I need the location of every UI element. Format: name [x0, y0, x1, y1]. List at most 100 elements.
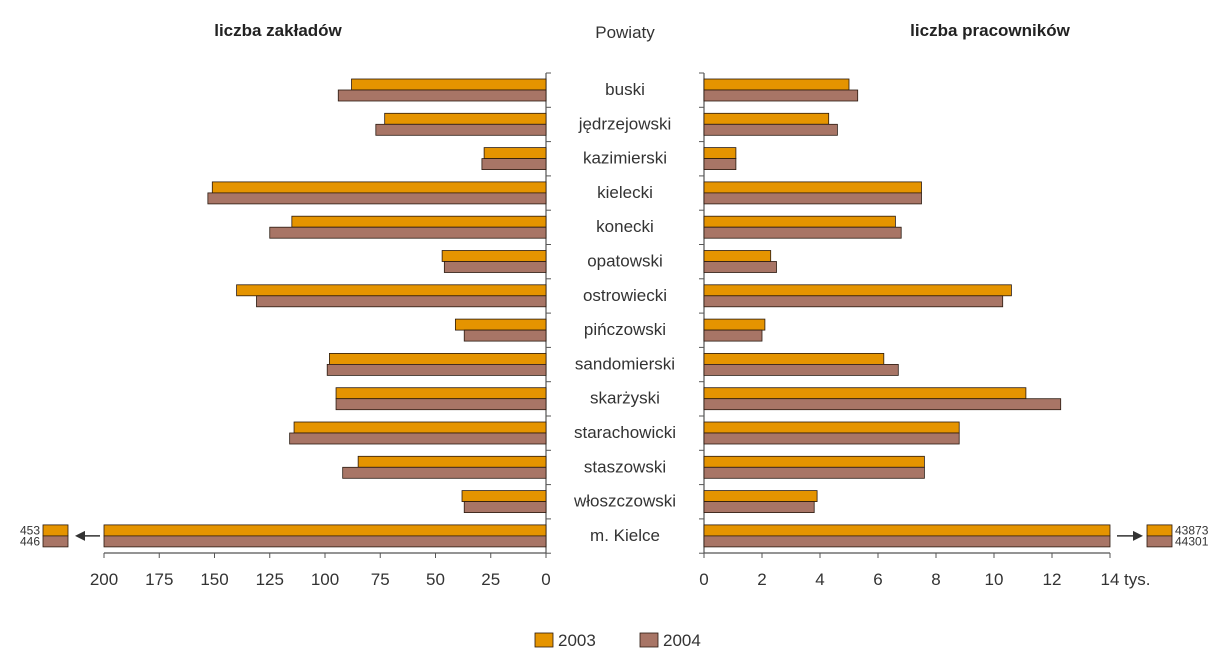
- right-tick-label: 12: [1043, 570, 1062, 589]
- left-bar-2003-konecki: [291, 215, 547, 228]
- category-label-sandomierski: sandomierski: [575, 354, 675, 373]
- right-bar-2003-buski: [703, 78, 850, 91]
- right-tick-label: 10: [985, 570, 1004, 589]
- category-label-staszowski: staszowski: [584, 457, 666, 476]
- right-tick-label: 4: [815, 570, 824, 589]
- left-bar-2004-konecki: [269, 226, 547, 239]
- left-bar-2004-pińczowski: [463, 329, 547, 342]
- right-bar-2003-kielecki: [703, 181, 922, 194]
- category-label-konecki: konecki: [596, 217, 654, 236]
- left-tick-label: 150: [200, 570, 228, 589]
- right-tick-label: 8: [931, 570, 940, 589]
- right-bar-2004-skarżyski: [703, 398, 1062, 411]
- right-bar-2004-kielecki: [703, 192, 922, 205]
- right-bar-2004-konecki: [703, 226, 902, 239]
- left-tick-label: 0: [541, 570, 550, 589]
- left-bar-2004-m-kielce: [103, 535, 547, 548]
- left-bar-2004-skarżyski: [335, 398, 547, 411]
- legend-swatch-2003: [534, 632, 554, 648]
- right-bar-2003-kazimierski: [703, 147, 737, 160]
- legend-swatch-2004: [639, 632, 659, 648]
- left-bar-2003-ostrowiecki: [236, 284, 547, 297]
- left-bar-2003-sandomierski: [329, 352, 547, 365]
- left-bar-2003-opatowski: [441, 250, 547, 262]
- category-label-pińczowski: pińczowski: [584, 320, 666, 339]
- right-panel-title: liczba pracowników: [910, 21, 1070, 40]
- left-panel-title: liczba zakładów: [214, 21, 342, 40]
- left-overflow-label-2004: 446: [20, 534, 40, 548]
- left-tick-label: 50: [426, 570, 445, 589]
- right-bar-2003-sandomierski: [703, 352, 885, 365]
- right-bar-2004-kazimierski: [703, 158, 737, 171]
- left-bar-2003-m-kielce: [103, 524, 547, 537]
- left-bar-2003-włoszczowski: [461, 490, 547, 503]
- category-label-m-kielce: m. Kielce: [590, 526, 660, 545]
- right-overflow-label-2004: 44301: [1175, 534, 1209, 548]
- left-overflow-arrowhead: [75, 530, 85, 541]
- right-bar-2004-ostrowiecki: [703, 295, 1004, 308]
- right-overflow-arrowhead: [1133, 530, 1143, 541]
- category-label-jędrzejowski: jędrzejowski: [578, 114, 672, 133]
- category-label-buski: buski: [605, 80, 645, 99]
- left-bar-2003-starachowicki: [293, 421, 547, 434]
- right-bar-2003-skarżyski: [703, 387, 1027, 400]
- right-bar-2003-m-kielce: [703, 524, 1111, 537]
- legend-label-2003: 2003: [558, 631, 596, 650]
- right-tick-label: 6: [873, 570, 882, 589]
- right-bar-2003-włoszczowski: [703, 490, 818, 503]
- category-column-title: Powiaty: [595, 23, 655, 42]
- left-bar-2004-kielecki: [207, 192, 547, 205]
- right-overflow-box-2003: [1146, 524, 1173, 537]
- right-bar-2004-starachowicki: [703, 432, 960, 445]
- right-axis-unit: tys.: [1124, 570, 1150, 589]
- category-label-kielecki: kielecki: [597, 183, 653, 202]
- right-bar-2004-jędrzejowski: [703, 123, 838, 136]
- category-label-ostrowiecki: ostrowiecki: [583, 286, 667, 305]
- right-tick-label: 0: [699, 570, 708, 589]
- right-bar-2003-starachowicki: [703, 421, 960, 434]
- left-overflow-box-2004: [42, 535, 69, 548]
- right-bar-2003-pińczowski: [703, 318, 766, 331]
- category-label-opatowski: opatowski: [587, 252, 663, 271]
- right-bar-2004-opatowski: [703, 261, 777, 273]
- left-bar-2004-sandomierski: [326, 363, 547, 376]
- left-bar-2003-staszowski: [357, 455, 547, 468]
- legend: 2003 2004: [534, 631, 701, 650]
- left-bar-2004-ostrowiecki: [256, 295, 547, 308]
- left-bar-2003-kielecki: [211, 181, 547, 194]
- right-bar-2004-staszowski: [703, 466, 925, 479]
- left-bar-2003-kazimierski: [483, 147, 547, 160]
- left-bar-2003-jędrzejowski: [384, 112, 547, 125]
- left-bar-2004-jędrzejowski: [375, 123, 547, 136]
- left-tick-label: 175: [145, 570, 173, 589]
- left-bar-2004-buski: [337, 89, 547, 102]
- category-label-włoszczowski: włoszczowski: [573, 492, 676, 511]
- legend-label-2004: 2004: [663, 631, 701, 650]
- right-bar-2004-pińczowski: [703, 329, 763, 342]
- left-tick-label: 75: [371, 570, 390, 589]
- right-tick-label: 14: [1101, 570, 1120, 589]
- right-bar-2004-włoszczowski: [703, 501, 815, 514]
- left-bar-2004-staszowski: [342, 466, 547, 479]
- plot-area: 200 175 150 125 100 75 50 25 0 0 2 4 6 8 10 12 14 tys. bus…: [20, 72, 1209, 589]
- right-bar-2003-jędrzejowski: [703, 112, 830, 125]
- right-overflow-label-2003: 43873: [1175, 523, 1209, 537]
- left-tick-label: 25: [481, 570, 500, 589]
- right-bar-2003-staszowski: [703, 455, 925, 468]
- right-bar-2003-konecki: [703, 215, 896, 228]
- right-tick-label: 2: [757, 570, 766, 589]
- left-tick-label: 100: [311, 570, 339, 589]
- category-label-skarżyski: skarżyski: [590, 389, 660, 408]
- left-bar-2003-skarżyski: [335, 387, 547, 400]
- left-tick-label: 125: [256, 570, 284, 589]
- left-bar-2004-kazimierski: [481, 158, 547, 171]
- left-overflow-label-2003: 453: [20, 523, 40, 537]
- category-label-kazimierski: kazimierski: [583, 149, 667, 168]
- left-bar-2004-opatowski: [443, 261, 547, 273]
- right-bar-2004-buski: [703, 89, 859, 102]
- left-overflow-box-2003: [42, 524, 69, 537]
- right-bar-2004-m-kielce: [703, 535, 1111, 548]
- right-overflow-box-2004: [1146, 535, 1173, 548]
- left-bar-2003-buski: [351, 78, 547, 91]
